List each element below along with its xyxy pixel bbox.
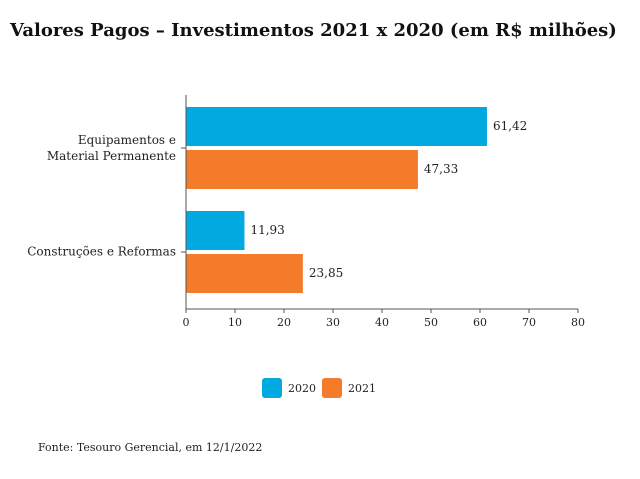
x-tick-label: 0 <box>183 316 190 329</box>
x-tick-label: 20 <box>277 316 291 329</box>
bar <box>186 107 487 146</box>
value-label: 61,42 <box>493 119 527 133</box>
x-tick-label: 70 <box>522 316 536 329</box>
bar <box>186 254 303 293</box>
x-tick-label: 80 <box>571 316 585 329</box>
legend-label: 2020 <box>288 382 316 395</box>
value-label: 11,93 <box>250 223 284 237</box>
legend-swatch <box>262 378 282 398</box>
y-tick-label: Equipamentos e Material Permanente <box>47 133 176 163</box>
x-tick-label: 40 <box>375 316 389 329</box>
bar <box>186 211 245 250</box>
x-tick-label: 50 <box>424 316 438 329</box>
chart-title: Valores Pagos – Investimentos 2021 x 202… <box>9 20 617 41</box>
x-tick-label: 60 <box>473 316 487 329</box>
x-tick-label: 10 <box>228 316 242 329</box>
source-note: Fonte: Tesouro Gerencial, em 12/1/2022 <box>38 441 262 454</box>
value-label: 47,33 <box>424 162 458 176</box>
bar <box>186 150 418 189</box>
x-tick-label: 30 <box>326 316 340 329</box>
legend-label: 2021 <box>348 382 376 395</box>
value-label: 23,85 <box>309 266 343 280</box>
legend-swatch <box>322 378 342 398</box>
y-tick-label: Construções e Reformas <box>27 245 176 259</box>
